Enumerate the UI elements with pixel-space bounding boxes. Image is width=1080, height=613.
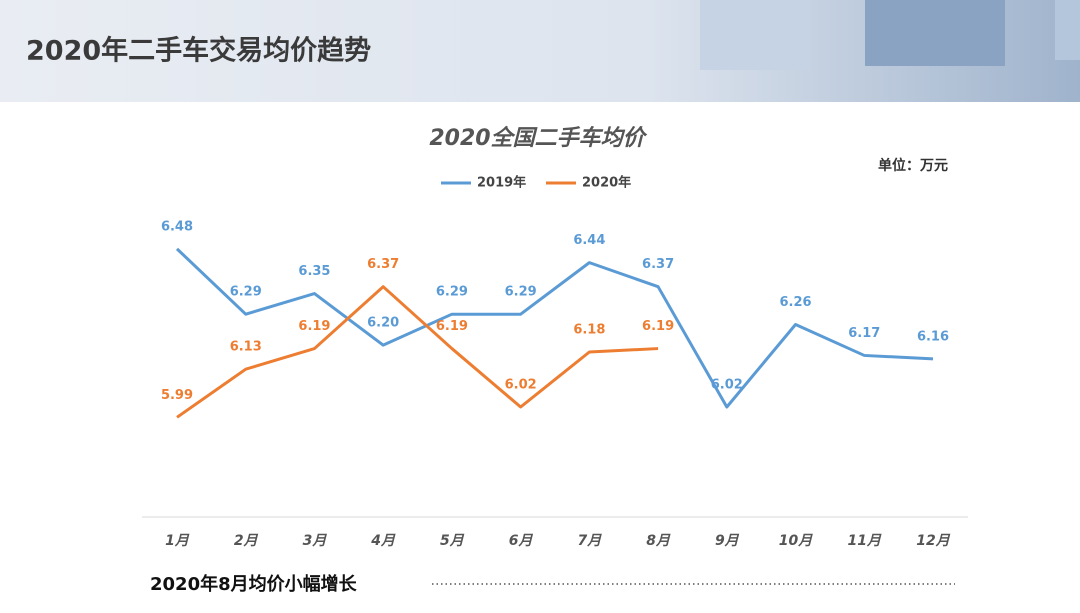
x-tick-label: 3月: [303, 533, 328, 549]
data-label: 6.26: [780, 295, 812, 310]
data-label: 6.35: [298, 264, 330, 279]
x-tick-label: 5月: [440, 533, 465, 549]
x-tick-label: 7月: [577, 533, 602, 549]
x-tick-label: 11月: [848, 533, 882, 549]
data-label: 6.48: [161, 219, 193, 234]
x-tick-label: 10月: [779, 533, 813, 549]
x-tick-label: 2月: [234, 533, 259, 549]
decor-box: [1055, 0, 1080, 60]
legend-label: 2020年: [582, 175, 631, 191]
data-label: 6.13: [230, 340, 262, 355]
data-label: 6.17: [848, 326, 880, 341]
unit-label: 单位：万元: [878, 157, 948, 174]
decor-box: [700, 0, 810, 70]
data-label: 6.16: [917, 329, 949, 344]
x-tick-label: 12月: [916, 533, 950, 549]
header-title: 2020年二手车交易均价趋势: [26, 35, 371, 67]
data-label: 6.37: [642, 257, 674, 272]
x-tick-label: 1月: [165, 533, 190, 549]
data-label: 6.19: [642, 319, 674, 334]
data-label: 6.29: [505, 285, 537, 300]
decor-box: [865, 0, 1005, 66]
x-tick-label: 4月: [370, 533, 396, 549]
data-label: 6.29: [230, 285, 262, 300]
data-label: 6.20: [367, 316, 399, 331]
data-label: 5.99: [161, 388, 193, 403]
data-label: 6.02: [711, 378, 743, 393]
data-label: 6.02: [505, 378, 537, 393]
x-tick-label: 6月: [509, 533, 534, 549]
data-label: 6.18: [573, 323, 605, 338]
series-line: [175, 247, 934, 409]
data-label: 6.44: [573, 233, 605, 248]
x-tick-label: 9月: [715, 533, 740, 549]
chart-title: 2020全国二手车均价: [429, 125, 647, 151]
data-label: 6.29: [436, 285, 468, 300]
legend-label: 2019年: [477, 175, 526, 191]
data-label: 6.19: [436, 319, 468, 334]
x-tick-label: 8月: [646, 533, 671, 549]
data-label: 6.37: [367, 257, 399, 272]
footer-text: 2020年8月均价小幅增长: [150, 573, 358, 595]
data-label: 6.19: [298, 319, 330, 334]
series-line: [176, 285, 659, 419]
